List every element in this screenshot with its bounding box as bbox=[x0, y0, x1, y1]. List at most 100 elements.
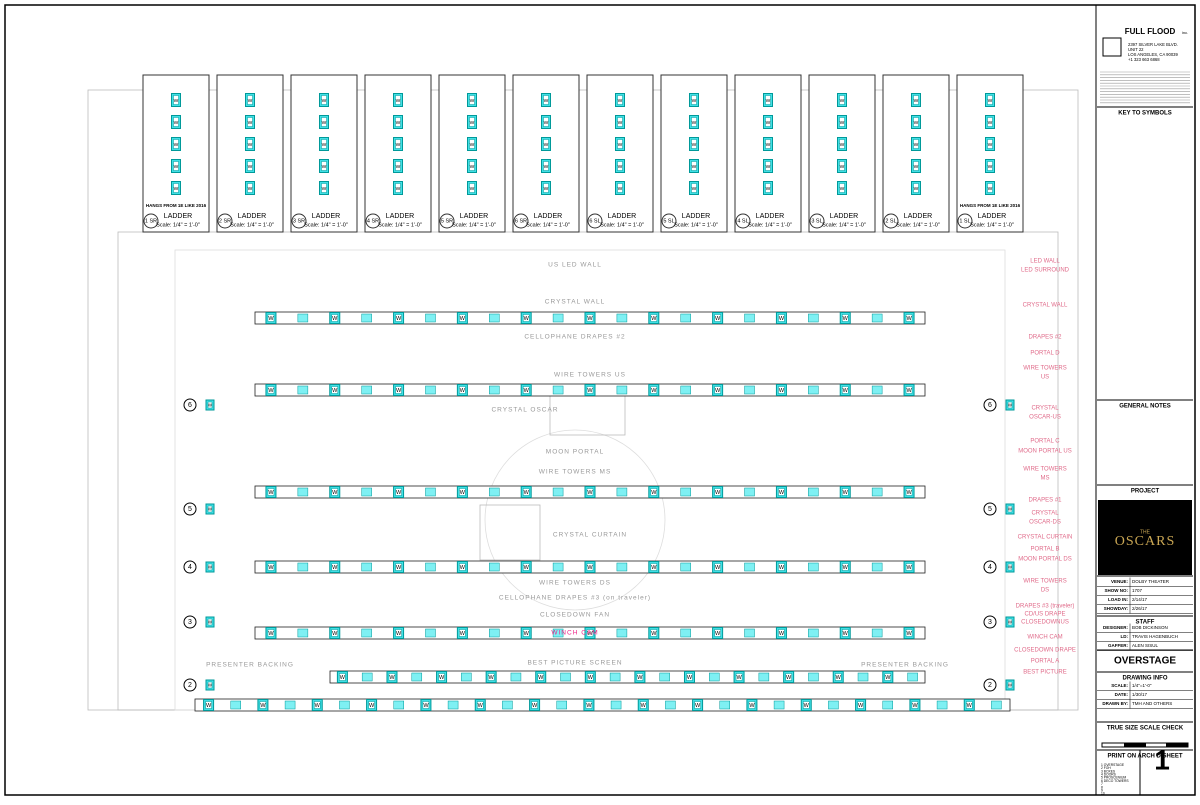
fixture-stub bbox=[297, 562, 309, 572]
side-label: CRYSTAL bbox=[1031, 406, 1059, 412]
fixture-symbol: W bbox=[174, 98, 179, 104]
fixture-stub bbox=[411, 672, 423, 682]
fixture-symbol: W bbox=[268, 631, 274, 637]
fixture-stub bbox=[680, 487, 691, 497]
fixture-body bbox=[913, 95, 919, 105]
fixture-body bbox=[469, 95, 475, 105]
ladder-scale: Scale: 1/4" = 1'-0" bbox=[526, 222, 570, 228]
fixture-symbol: W bbox=[544, 186, 549, 192]
stage-label: CLOSEDOWN FAN bbox=[540, 612, 610, 619]
address-line: UNIT 22 bbox=[1128, 47, 1144, 52]
electric-number bbox=[983, 678, 997, 692]
section-title: PROJECT bbox=[1131, 489, 1160, 495]
fixture-symbol: W bbox=[396, 316, 402, 322]
side-label: OSCAR-DS bbox=[1029, 520, 1061, 526]
fixture-body bbox=[477, 701, 484, 709]
row-key: LD: bbox=[1121, 634, 1129, 639]
ladder-position: 2 SL bbox=[885, 218, 896, 224]
fixture-body bbox=[617, 183, 623, 193]
side-label: LED WALL bbox=[1030, 259, 1060, 265]
side-label: WIRE TOWERS bbox=[1023, 366, 1066, 372]
fixture-symbol: W bbox=[695, 703, 701, 709]
side-label: PORTAL D bbox=[1030, 351, 1060, 357]
fixture-stub bbox=[447, 700, 459, 710]
fixture-symbol: W bbox=[544, 164, 549, 170]
fixture-symbol: W bbox=[906, 316, 912, 322]
fixture-body bbox=[586, 488, 594, 496]
fixture-symbol: W bbox=[587, 316, 593, 322]
fixture-symbol: W bbox=[906, 631, 912, 637]
fixture-body bbox=[1007, 401, 1013, 409]
fixture-stub bbox=[552, 487, 564, 497]
fixture-body bbox=[207, 681, 213, 689]
fixture-body bbox=[911, 701, 919, 709]
fixture-body bbox=[321, 95, 327, 105]
fixture-body bbox=[987, 161, 993, 171]
fixture-symbol: W bbox=[369, 703, 375, 709]
fixture-body bbox=[714, 314, 721, 322]
fixture-stub bbox=[808, 562, 819, 572]
ladder-label: LADDER bbox=[978, 213, 1006, 220]
electric-number bbox=[183, 398, 197, 412]
fixture-body bbox=[1007, 618, 1013, 626]
fixture-stub bbox=[773, 700, 785, 710]
side-label: PORTAL B bbox=[1031, 547, 1060, 553]
fixture-stub bbox=[393, 700, 404, 710]
fixture-symbol: W bbox=[988, 98, 993, 104]
fixture-symbol: W bbox=[174, 142, 179, 148]
fixture-symbol: W bbox=[174, 164, 179, 170]
fixture-symbol: W bbox=[389, 675, 395, 681]
fixture-symbol: W bbox=[460, 490, 466, 496]
fixture-stub bbox=[808, 628, 819, 638]
fixture-symbol: W bbox=[332, 388, 338, 394]
fixture-body bbox=[438, 673, 445, 681]
fixture-symbol: W bbox=[544, 120, 549, 126]
sheet-title: OVERSTAGE bbox=[1114, 656, 1176, 667]
sheet-list-item: 10 bbox=[1101, 792, 1105, 796]
fixture-stub bbox=[991, 700, 1002, 710]
fixture-symbol: W bbox=[967, 703, 973, 709]
fixture-body bbox=[966, 701, 973, 709]
fixture-symbol: W bbox=[396, 142, 401, 148]
ladder-tag bbox=[217, 213, 233, 229]
ladder-position: 4 SL bbox=[737, 218, 748, 224]
fixture-stub bbox=[297, 628, 309, 638]
fixture-symbol: W bbox=[478, 703, 484, 709]
fixture-stub bbox=[361, 672, 373, 682]
ladder-label: LADDER bbox=[682, 213, 710, 220]
fixture-stub bbox=[610, 700, 622, 710]
fixture-symbol: W bbox=[1008, 565, 1013, 570]
fixture-symbol: W bbox=[840, 120, 845, 126]
fixture-stub bbox=[808, 313, 819, 323]
fixture-stub bbox=[361, 487, 372, 497]
side-label: DS bbox=[1041, 588, 1049, 594]
fixture-body bbox=[331, 563, 339, 571]
fixture-symbol: W bbox=[340, 675, 346, 681]
fixture-body bbox=[913, 161, 919, 171]
ladder-label: LADDER bbox=[756, 213, 784, 220]
fixture-symbol: W bbox=[439, 675, 445, 681]
fixture-symbol: W bbox=[736, 675, 742, 681]
fixture-stub bbox=[361, 628, 372, 638]
fixture-body bbox=[173, 161, 179, 171]
fixture-body bbox=[884, 673, 892, 681]
fixture-body bbox=[617, 117, 623, 127]
fixture-symbol: W bbox=[715, 631, 721, 637]
row-value: 2/26/17 bbox=[1132, 606, 1148, 611]
fixture-stub bbox=[758, 672, 770, 682]
fixture-symbol: W bbox=[840, 98, 845, 104]
fixture-symbol: W bbox=[470, 142, 475, 148]
fixture-stub bbox=[744, 628, 755, 638]
fixture-body bbox=[765, 95, 771, 105]
fixture-body bbox=[395, 139, 401, 149]
fixture-symbol: W bbox=[641, 703, 647, 709]
fixture-stub bbox=[871, 562, 883, 572]
fixture-symbol: W bbox=[651, 388, 657, 394]
side-label: WIRE TOWERS bbox=[1023, 467, 1066, 473]
ladder-tag bbox=[513, 213, 529, 229]
row-key: VENUE: bbox=[1111, 579, 1129, 584]
fixture-body bbox=[267, 629, 275, 637]
fixture-symbol: W bbox=[315, 703, 321, 709]
ladder-position: 2 SR bbox=[219, 218, 231, 224]
fixture-stub bbox=[461, 672, 472, 682]
